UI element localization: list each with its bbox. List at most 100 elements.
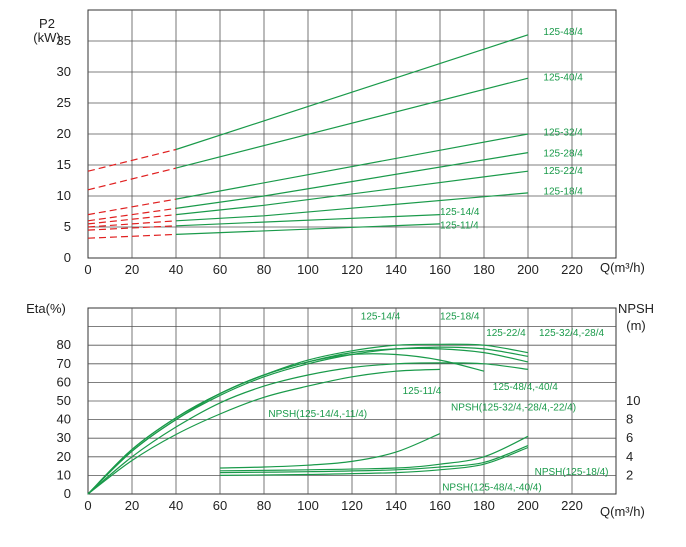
efficiency-series (87, 343, 529, 495)
efficiency-curve-label: 125-18/4 (440, 311, 480, 322)
efficiency-x-tick-label: 140 (385, 498, 407, 513)
efficiency-curve (87, 362, 529, 495)
npsh-axis-unit: (m) (626, 318, 646, 333)
power-curve-extension (87, 233, 177, 239)
power-curve-extension (87, 214, 177, 225)
efficiency-series-labels: 125-14/4 125-18/4 125-22/4 125-32/4,-28/4 12… (268, 311, 608, 493)
efficiency-x-tick-label: 180 (473, 498, 495, 513)
efficiency-y-tick-label: 50 (57, 393, 71, 408)
power-curve-extension (87, 220, 177, 228)
efficiency-curve-label: NPSH(125-32/4,-28/4,-22/4) (451, 403, 576, 414)
power-curve-extension (87, 148, 177, 172)
power-y-tick-label: 5 (64, 219, 71, 234)
power-x-tick-label: 60 (213, 262, 227, 277)
power-grid (87, 9, 617, 259)
power-tick-labels: 0 20 40 60 80 100 120 140 160 180 200 220 0 5 10 15 20 25… (57, 33, 583, 277)
efficiency-x-tick-label: 200 (517, 498, 539, 513)
efficiency-y-tick-label: 10 (57, 467, 71, 482)
npsh-y-tick-label: 8 (626, 412, 633, 427)
efficiency-curve (87, 368, 441, 495)
power-y-tick-label: 10 (57, 188, 71, 203)
power-chart: 0 20 40 60 80 100 120 140 160 180 200 220 0 5 10 15 20 25… (33, 9, 645, 277)
power-curve (175, 77, 529, 169)
npsh-curve (219, 433, 441, 469)
power-curve-extension (87, 225, 177, 231)
efficiency-y-tick-label: 0 (64, 486, 71, 501)
power-y-tick-label: 35 (57, 33, 71, 48)
power-x-tick-label: 80 (257, 262, 271, 277)
efficiency-y-tick-label: 80 (57, 337, 71, 352)
power-y-tick-label: 25 (57, 95, 71, 110)
efficiency-curve-label: 125-11/4 (403, 386, 442, 397)
npsh-curve (219, 446, 529, 476)
efficiency-curve-label: 125-32/4,-28/4 (539, 328, 604, 339)
power-curve-extension (87, 167, 177, 191)
power-x-tick-label: 220 (561, 262, 583, 277)
efficiency-curve (87, 353, 485, 495)
power-curve (175, 192, 529, 222)
power-curve-extension (87, 207, 177, 222)
efficiency-curve-label: 125-22/4 (486, 328, 526, 339)
power-curve-label: 125-11/4 (440, 221, 479, 232)
efficiency-x-tick-label: 100 (297, 498, 319, 513)
power-curve-label: 125-22/4 (543, 166, 583, 177)
power-series (87, 34, 529, 239)
efficiency-y-tick-label: 60 (57, 374, 71, 389)
power-curve-extension (87, 198, 177, 216)
efficiency-curve-label: 125-14/4 (361, 311, 401, 322)
efficiency-curve-label: NPSH(125-14/4,-11/4) (268, 409, 367, 420)
power-curve (175, 223, 441, 235)
npsh-y-tick-label: 4 (626, 449, 633, 464)
power-x-tick-label: 0 (84, 262, 91, 277)
power-curve (175, 170, 529, 216)
efficiency-x-tick-label: 60 (213, 498, 227, 513)
power-curve-label: 125-48/4 (543, 27, 583, 38)
power-x-axis-title: Q(m³/h) (600, 260, 645, 275)
power-y-tick-label: 20 (57, 126, 71, 141)
npsh-axis-title: NPSH (618, 301, 654, 316)
power-x-tick-label: 40 (169, 262, 183, 277)
efficiency-x-tick-label: 80 (257, 498, 271, 513)
power-curve-label: 125-32/4 (543, 128, 583, 139)
efficiency-x-axis-title: Q(m³/h) (600, 504, 645, 519)
npsh-y-tick-label: 6 (626, 430, 633, 445)
efficiency-grid (87, 307, 617, 495)
efficiency-curve-label: NPSH(125-18/4) (535, 467, 609, 478)
efficiency-curve-label: 125-48/4,-40/4 (493, 382, 558, 393)
power-x-tick-label: 160 (429, 262, 451, 277)
power-curve (175, 34, 529, 151)
efficiency-y-tick-label: 70 (57, 356, 71, 371)
efficiency-y-tick-label: 40 (57, 412, 71, 427)
efficiency-axis-title: Eta(%) (26, 301, 66, 316)
power-x-tick-label: 120 (341, 262, 363, 277)
power-x-tick-label: 20 (125, 262, 139, 277)
power-x-tick-label: 140 (385, 262, 407, 277)
npsh-y-tick-label: 2 (626, 467, 633, 482)
power-y-tick-label: 15 (57, 157, 71, 172)
power-y-tick-label: 30 (57, 64, 71, 79)
power-axis-title: P2 (39, 16, 55, 31)
power-series-labels: 125-48/4 125-40/4 125-32/4 125-28/4 125-22/4… (440, 27, 583, 231)
npsh-curve (219, 445, 529, 474)
efficiency-y-tick-label: 30 (57, 430, 71, 445)
efficiency-x-tick-label: 40 (169, 498, 183, 513)
efficiency-y-tick-label: 20 (57, 449, 71, 464)
efficiency-x-tick-label: 20 (125, 498, 139, 513)
power-x-tick-label: 200 (517, 262, 539, 277)
efficiency-curve-label: NPSH(125-48/4,-40/4) (442, 483, 542, 494)
efficiency-x-tick-label: 0 (84, 498, 91, 513)
power-x-tick-label: 100 (297, 262, 319, 277)
power-curve-label: 125-28/4 (543, 149, 583, 160)
power-y-tick-label: 0 (64, 250, 71, 265)
efficiency-x-tick-label: 220 (561, 498, 583, 513)
power-curve-label: 125-14/4 (440, 207, 480, 218)
power-x-tick-label: 180 (473, 262, 495, 277)
npsh-y-tick-label: 10 (626, 393, 640, 408)
power-curve (175, 214, 441, 227)
npsh-curve (219, 435, 529, 472)
power-curve-label: 125-40/4 (543, 72, 583, 83)
efficiency-tick-labels: 0 20 40 60 80 100 120 140 160 180 200 220 0 10 20 30 40 5… (57, 337, 641, 513)
power-curve (175, 152, 529, 209)
power-axis-unit: (kW) (33, 30, 60, 45)
